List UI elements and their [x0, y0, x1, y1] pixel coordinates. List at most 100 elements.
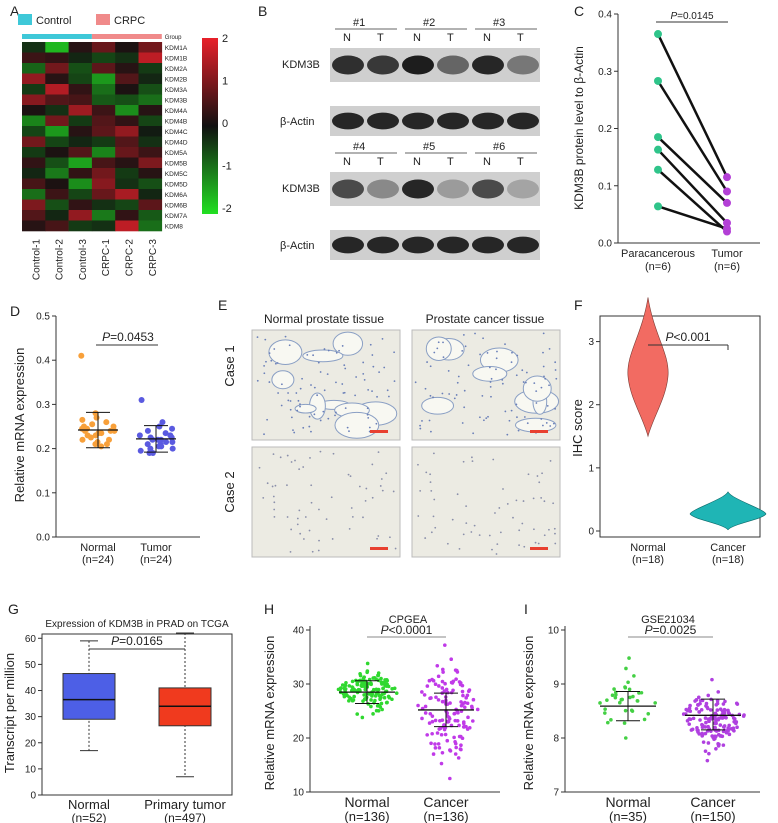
e-nucleus: [545, 422, 548, 424]
h-point-normal: [369, 698, 373, 702]
e-nucleus: [478, 416, 481, 419]
e-nucleus: [299, 532, 302, 535]
h-point-cancer: [475, 707, 480, 712]
g-y-label: Transcript per million: [2, 653, 17, 773]
e-nucleus: [534, 541, 537, 544]
e-nucleus: [290, 528, 293, 531]
e-scale-bar: [370, 547, 388, 550]
e-nucleus: [540, 386, 543, 389]
e-nucleus: [424, 387, 427, 390]
gene-label: KDM4C: [165, 129, 188, 136]
e-nucleus: [298, 509, 301, 512]
i-point-cancer: [703, 749, 708, 753]
h-point-cancer: [441, 670, 445, 674]
heatmap-cell: [138, 168, 163, 179]
e-nucleus: [548, 384, 550, 387]
h-point-normal: [338, 687, 343, 691]
e-nucleus: [451, 518, 454, 521]
e-nucleus: [385, 472, 388, 475]
e-nucleus: [554, 532, 556, 535]
i-point-cancer: [696, 703, 700, 707]
e-scale-bar: [530, 547, 548, 550]
i-point-cancer: [687, 722, 692, 726]
f-violin-cancer: [689, 491, 767, 531]
e-nucleus: [379, 485, 382, 487]
d-point-tumor: [149, 436, 156, 443]
e-nucleus: [463, 389, 466, 392]
c-point-tumor: [723, 224, 731, 233]
h-group-1-n: (n=136): [344, 809, 389, 823]
i-point-cancer: [727, 732, 732, 737]
e-nucleus: [258, 466, 261, 469]
heatmap-cell: [91, 126, 116, 137]
e-nucleus: [327, 417, 330, 420]
e-nucleus: [372, 365, 375, 368]
e-nucleus: [414, 381, 417, 384]
i-point-normal: [635, 699, 640, 703]
blot-bottom-actin-blot-bg: [330, 230, 540, 260]
h-point-cancer: [437, 746, 442, 750]
h-y-label: Relative mRNA expression: [262, 636, 277, 791]
e-nucleus: [473, 524, 476, 527]
i-point-cancer: [688, 717, 693, 722]
h-point-normal: [383, 682, 388, 687]
g-plot-frame: [41, 633, 233, 796]
i-point-cancer: [691, 716, 696, 721]
h-point-cancer: [434, 695, 438, 700]
e-nucleus: [263, 433, 265, 436]
e-nucleus: [432, 452, 435, 455]
e-nucleus: [318, 508, 320, 511]
heatmap-cell: [45, 210, 69, 221]
blot-bottom-kdm3b-label: KDM3B: [282, 183, 320, 195]
heatmap-cell: [91, 157, 116, 169]
i-point-cancer: [689, 728, 694, 732]
i-point-cancer: [723, 699, 727, 704]
blot-top-actin-blot-bg: [330, 106, 540, 136]
h-point-cancer: [460, 736, 465, 741]
d-point-tumor: [163, 438, 170, 445]
h-point-cancer: [455, 670, 460, 674]
heatmap-cell: [68, 42, 93, 53]
d-point-normal: [79, 436, 86, 443]
e-nucleus: [381, 337, 384, 340]
e-nucleus: [535, 390, 538, 393]
e-nucleus: [279, 456, 282, 459]
e-nucleus: [347, 473, 350, 476]
c-point-para: [654, 202, 662, 211]
gene-label: KDM1A: [165, 45, 188, 52]
i-point-cancer: [706, 724, 710, 729]
e-nucleus: [272, 495, 275, 498]
heatmap-cell: [45, 94, 69, 106]
e-nucleus: [313, 386, 316, 389]
h-point-normal: [376, 708, 381, 713]
h-point-normal: [355, 681, 360, 685]
e-nucleus: [310, 484, 313, 487]
heatmap-cell: [138, 210, 163, 221]
e-nucleus: [280, 383, 283, 386]
h-point-cancer: [428, 711, 433, 716]
e-nucleus: [306, 353, 309, 356]
h-point-normal: [385, 678, 390, 683]
i-point-cancer: [714, 718, 719, 722]
e-nucleus: [542, 424, 544, 427]
d-ytick-label: 0.4: [36, 356, 50, 367]
i-point-cancer: [721, 702, 726, 706]
heatmap-cell: [22, 52, 46, 64]
d-ytick-label: 0.1: [36, 488, 50, 499]
i-point-normal: [623, 685, 628, 690]
c-point-para: [654, 165, 662, 174]
e-nucleus: [428, 419, 431, 422]
e-nucleus: [554, 369, 557, 371]
h-point-normal: [357, 688, 362, 692]
e-nucleus: [316, 394, 319, 397]
d-point-tumor: [169, 425, 176, 432]
e-nucleus: [297, 399, 300, 402]
h-point-cancer: [439, 761, 444, 766]
h-ytick-label: 20: [293, 734, 305, 745]
heatmap-cell: [91, 168, 116, 179]
e-nucleus: [421, 420, 423, 422]
i-point-normal: [605, 698, 609, 702]
e-nucleus: [334, 414, 336, 417]
i-point-cancer: [696, 695, 701, 700]
heatmap-cell: [115, 157, 139, 169]
